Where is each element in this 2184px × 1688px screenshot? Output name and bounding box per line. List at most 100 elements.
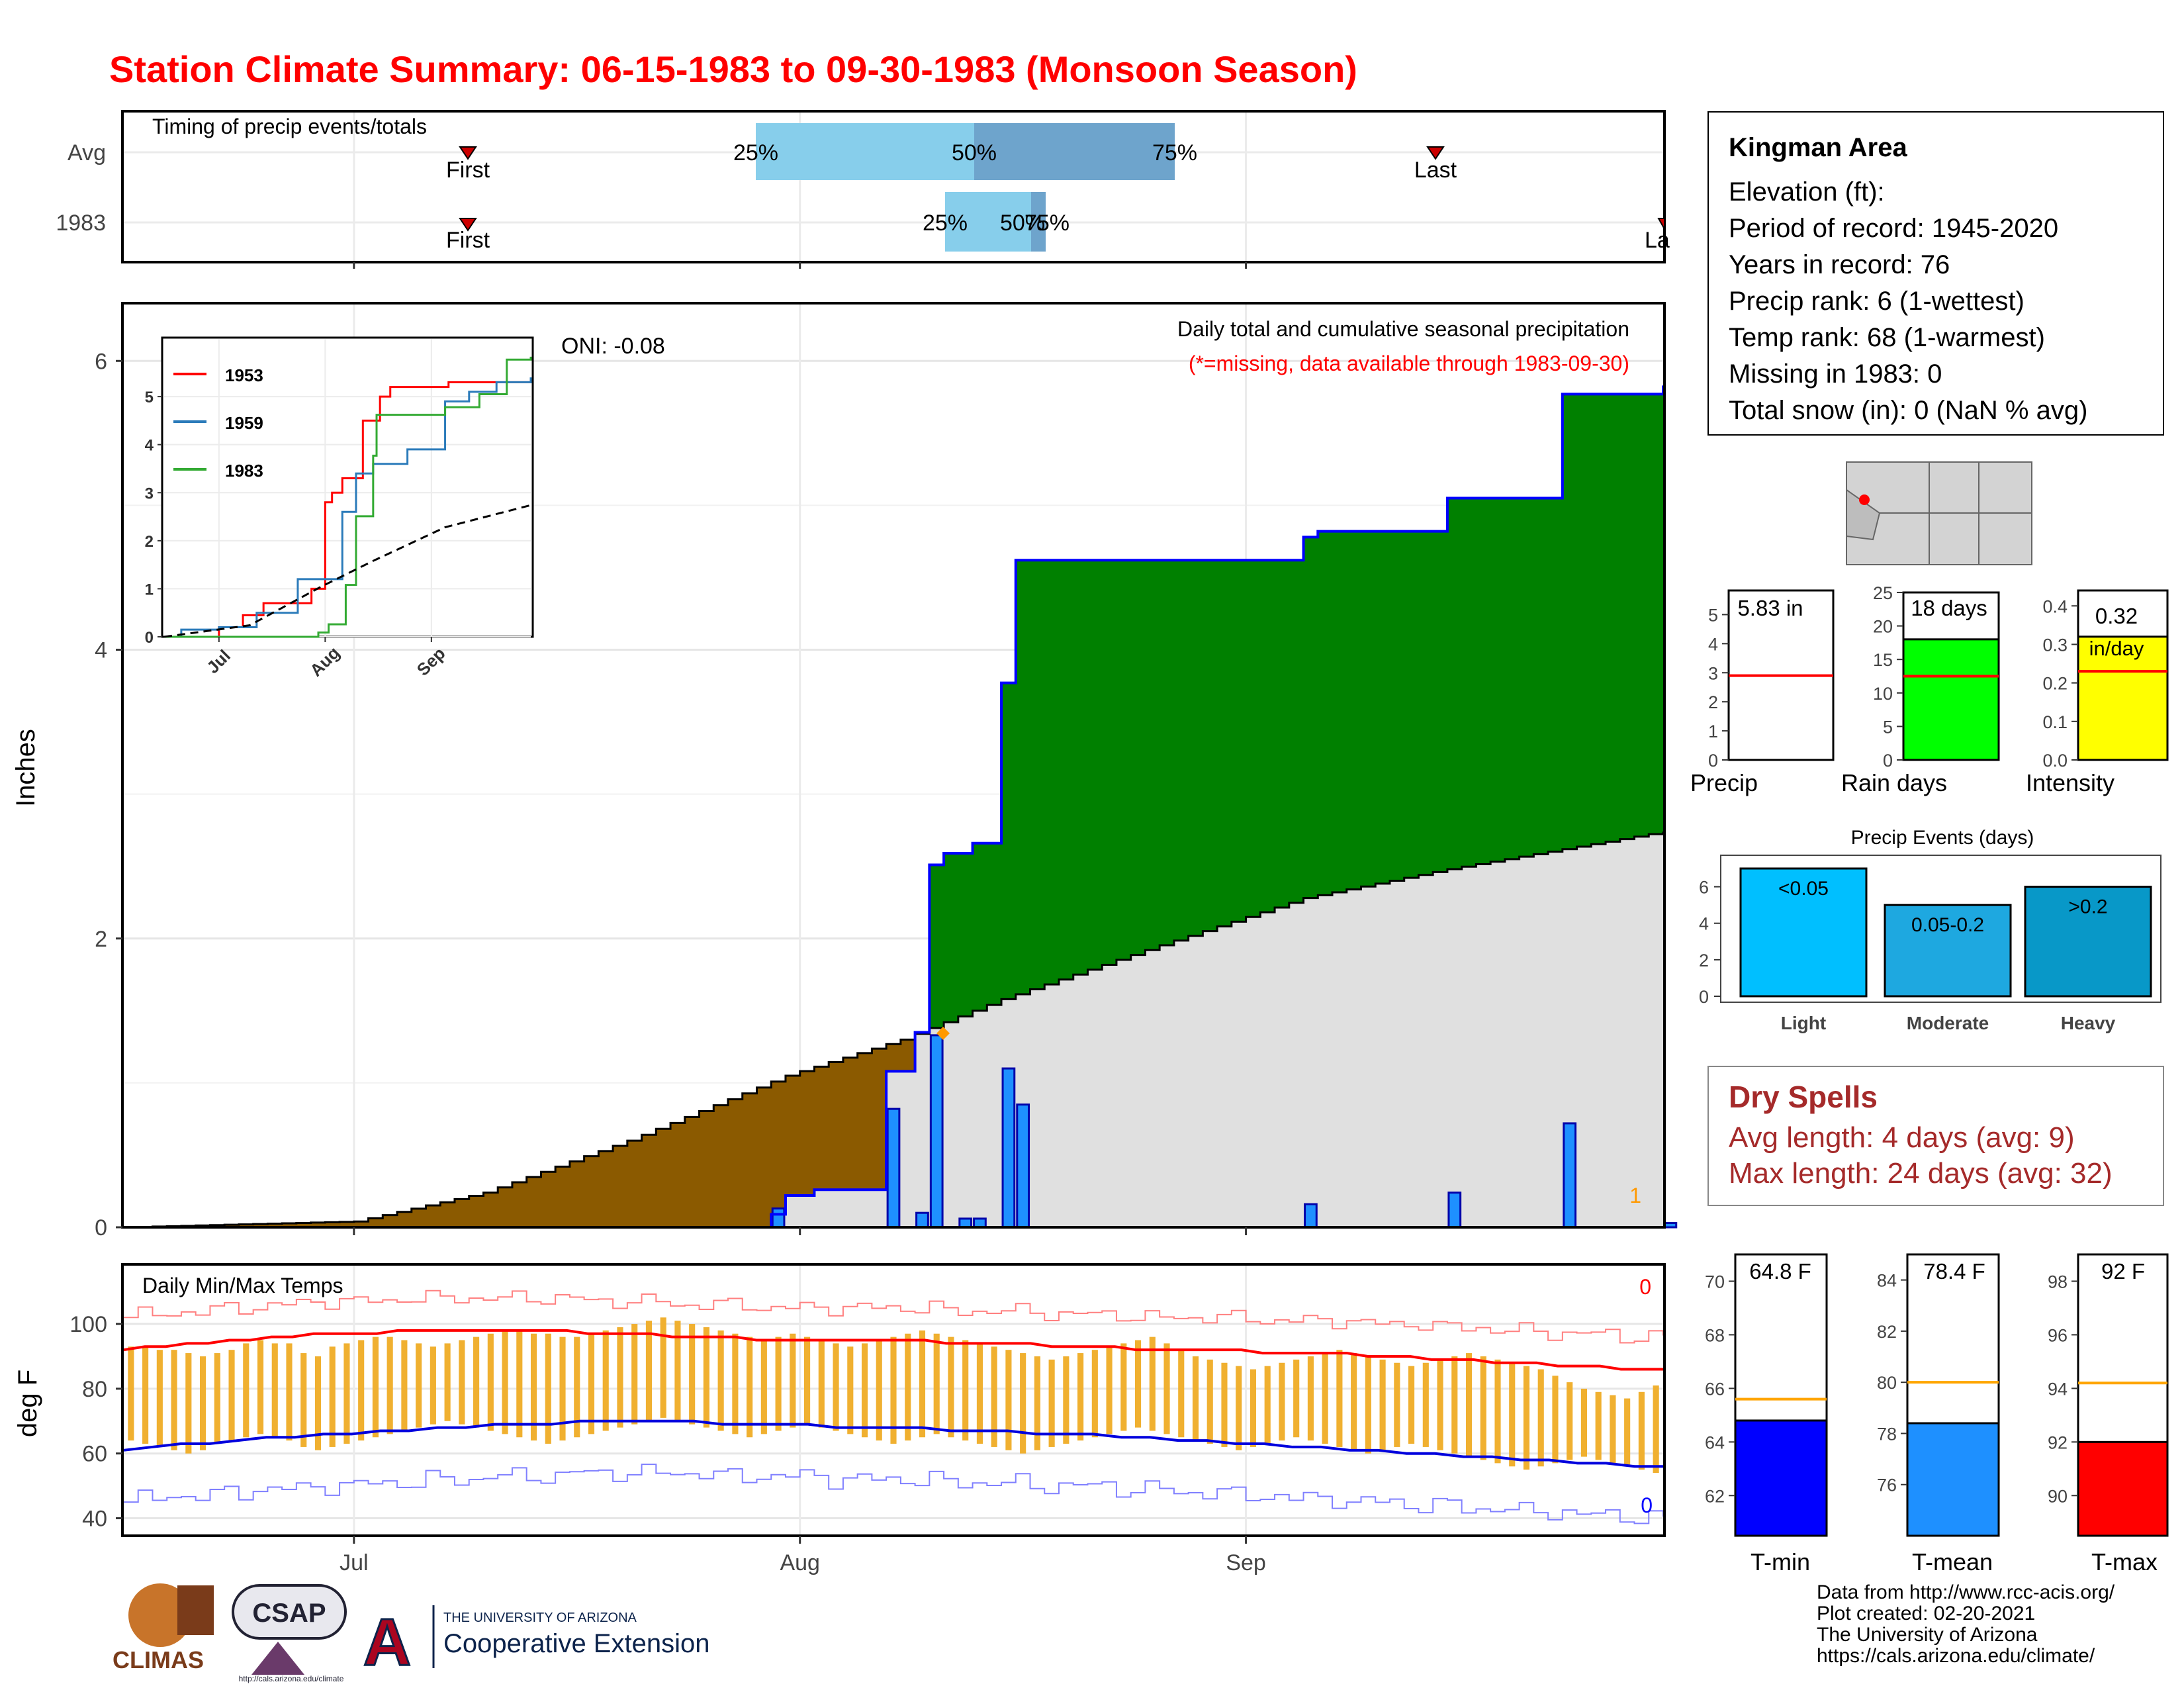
- daily-temp-range-bar: [876, 1340, 882, 1441]
- daily-temp-range-bar: [1480, 1356, 1486, 1460]
- temp-x-tick-label: Jul: [340, 1550, 368, 1575]
- timing-panel: Timing of precip events/totals Avg 1983 …: [56, 110, 1670, 263]
- inset-frame: [161, 336, 534, 638]
- daily-temp-range-bar: [487, 1333, 494, 1431]
- mini-tick-label: 2: [1708, 692, 1718, 712]
- daily-temp-range-bar: [343, 1343, 350, 1444]
- year-iqr-upper: [1031, 192, 1046, 252]
- mini-tick-label: 4: [1708, 634, 1718, 654]
- mini-bar: [1734, 1419, 1828, 1537]
- daily-temp-range-bar: [1264, 1366, 1271, 1444]
- tmin-value: 64.8 F: [1749, 1259, 1811, 1284]
- tmean-bar-chart: 76 78 80 82 84: [1877, 1253, 2000, 1537]
- daily-temp-range-bar: [156, 1350, 163, 1447]
- daily-temp-range-bar: [861, 1343, 868, 1438]
- events-category-label: Light: [1781, 1013, 1826, 1033]
- mini-intensity-unit: in/day: [2089, 637, 2144, 660]
- mini-tick-label: 0.3: [2042, 635, 2068, 655]
- mini-tick-label: 0: [1708, 751, 1718, 771]
- record-min-line: [124, 1464, 1664, 1524]
- daily-temp-range-bar: [1523, 1366, 1530, 1470]
- mini-bar: [1902, 638, 2000, 761]
- precip-y-axis-label: Inches: [11, 729, 40, 807]
- mini-tick-label: 84: [1877, 1271, 1897, 1291]
- daily-temp-range-bar: [516, 1330, 523, 1438]
- csap-logo: CSAP http://cals.arizona.edu/climate: [232, 1584, 347, 1683]
- daily-temp-range-bar: [1437, 1359, 1443, 1450]
- daily-temp-range-bar: [631, 1324, 638, 1425]
- climas-logo: CLIMAS: [113, 1583, 214, 1673]
- daily-temp-range-bar: [1610, 1395, 1616, 1464]
- station-location-icon: [1859, 494, 1870, 505]
- tmax-bar-chart: 90 92 94 96 98: [2048, 1253, 2169, 1537]
- daily-precip-bar: [1001, 1067, 1016, 1229]
- daily-temp-range-bar: [1178, 1350, 1185, 1438]
- events-category-label: Heavy: [2061, 1013, 2116, 1033]
- mini-tick-label: 78: [1877, 1424, 1897, 1444]
- station-name: Kingman Area: [1729, 133, 1907, 162]
- year-p75-label: 75%: [1024, 211, 1069, 236]
- avg-p50-label: 50%: [952, 140, 997, 165]
- avg-first-label: First: [446, 158, 490, 183]
- precip-y-tick-label: 4: [95, 638, 107, 663]
- mini-bar: [2077, 1440, 2169, 1537]
- climas-sun-icon: [128, 1583, 192, 1647]
- missing-count: 1: [1629, 1184, 1641, 1207]
- record-max-line: [124, 1289, 1664, 1344]
- daily-temp-range-bar: [502, 1330, 508, 1434]
- state-map: [1846, 461, 2032, 565]
- mini-tick-label: 98: [2048, 1272, 2068, 1291]
- daily-temp-range-bar: [1624, 1398, 1631, 1467]
- daily-temp-range-bar: [948, 1336, 954, 1438]
- avg-cumulative-line: [124, 831, 1664, 1229]
- tmin-label: T-min: [1751, 1548, 1810, 1575]
- events-tick-label: 0: [1699, 987, 1709, 1007]
- mini-tick-label: 90: [2048, 1486, 2068, 1506]
- daily-temp-range-bar: [199, 1356, 206, 1450]
- daily-temp-range-bar: [1063, 1356, 1069, 1444]
- daily-temp-range-bar: [1034, 1356, 1040, 1450]
- daily-temp-range-bar: [775, 1336, 782, 1431]
- dry-spells-max: Max length: 24 days (avg: 32): [1729, 1157, 2113, 1190]
- mini-intensity-chart: 0.0 0.1 0.2 0.3 0.4: [2042, 589, 2169, 771]
- daily-temp-range-bar: [660, 1317, 666, 1418]
- daily-temp-range-bar: [559, 1336, 566, 1441]
- daily-temp-range-bar: [804, 1336, 811, 1425]
- daily-temp-range-bar: [833, 1343, 839, 1431]
- daily-precip-bar: [771, 1207, 786, 1229]
- daily-precip-bar: [886, 1107, 901, 1229]
- avg-last-label: Last: [1414, 158, 1457, 183]
- daily-precip-bar: [1304, 1203, 1318, 1229]
- ua-logo: A THE UNIVERSITY OF ARIZONA Cooperative …: [362, 1605, 709, 1681]
- daily-temp-range-bar: [732, 1333, 739, 1434]
- timing-row-avg: Avg: [68, 140, 106, 165]
- daily-temp-range-bar: [228, 1350, 235, 1441]
- mini-tick-label: 70: [1705, 1272, 1725, 1291]
- avg-p25-label: 25%: [733, 140, 778, 165]
- daily-temp-range-bar: [387, 1336, 393, 1434]
- credit-data-source: Data from http://www.rcc-acis.org/: [1817, 1581, 2115, 1603]
- daily-temp-range-bar: [991, 1346, 997, 1447]
- daily-precip-bar: [915, 1211, 929, 1229]
- events-tick-label: 6: [1699, 878, 1709, 898]
- mini-tick-label: 80: [1877, 1373, 1897, 1393]
- csap-wordmark: CSAP: [252, 1599, 326, 1628]
- temp-panel-label: Daily Min/Max Temps: [142, 1274, 343, 1297]
- inset-y-tick-label: 3: [145, 485, 154, 502]
- mini-tick-label: 64: [1705, 1432, 1725, 1452]
- mini-tick-label: 68: [1705, 1325, 1725, 1345]
- inset-line-1983: [164, 356, 532, 638]
- daily-temp-range-bar: [185, 1353, 192, 1454]
- station-years: Years in record: 76: [1729, 250, 1950, 279]
- daily-temp-range-bar: [1552, 1376, 1559, 1464]
- daily-temp-range-bar: [703, 1327, 709, 1428]
- avg-first-marker-icon: [459, 146, 477, 160]
- precip-y-tick-label: 2: [95, 927, 107, 952]
- daily-precip-bar: [1563, 1122, 1577, 1229]
- daily-temp-range-bar: [1293, 1359, 1300, 1438]
- mini-tick-label: 15: [1873, 650, 1893, 670]
- daily-temp-range-bar: [128, 1346, 134, 1441]
- mini-tick-label: 62: [1705, 1486, 1725, 1506]
- mini-intensity-value: 0.32: [2095, 604, 2138, 628]
